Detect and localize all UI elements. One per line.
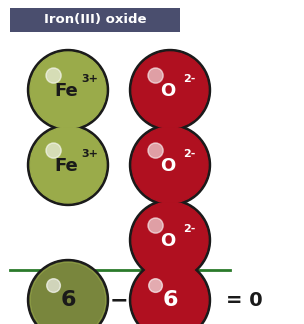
Circle shape [132,262,208,324]
Text: −: − [110,290,128,310]
Circle shape [30,127,106,203]
Circle shape [132,52,208,128]
Text: 6: 6 [162,290,178,310]
Circle shape [46,143,61,158]
Text: O: O [161,157,176,175]
Text: Fe: Fe [54,157,78,175]
Text: 6: 6 [60,290,76,310]
Text: O: O [161,82,176,100]
Text: 3+: 3+ [81,75,98,84]
Circle shape [47,279,60,292]
Text: Iron(III) oxide: Iron(III) oxide [44,14,146,27]
Circle shape [149,279,162,292]
Circle shape [130,50,210,131]
Text: 2-: 2- [183,224,196,234]
Text: 3+: 3+ [81,149,98,159]
Circle shape [30,262,106,324]
Circle shape [27,50,109,131]
Text: O: O [161,232,176,250]
FancyBboxPatch shape [10,8,180,32]
Circle shape [148,218,163,233]
Text: 2-: 2- [183,149,196,159]
Circle shape [132,127,208,203]
Circle shape [132,202,208,278]
Circle shape [27,260,109,324]
Circle shape [148,68,163,83]
Circle shape [130,260,210,324]
Text: Fe: Fe [54,82,78,100]
Circle shape [130,124,210,205]
Text: 2-: 2- [183,75,196,84]
Circle shape [46,68,61,83]
Circle shape [30,52,106,128]
Circle shape [130,200,210,281]
Circle shape [27,124,109,205]
Circle shape [148,143,163,158]
Text: = 0: = 0 [226,292,263,310]
